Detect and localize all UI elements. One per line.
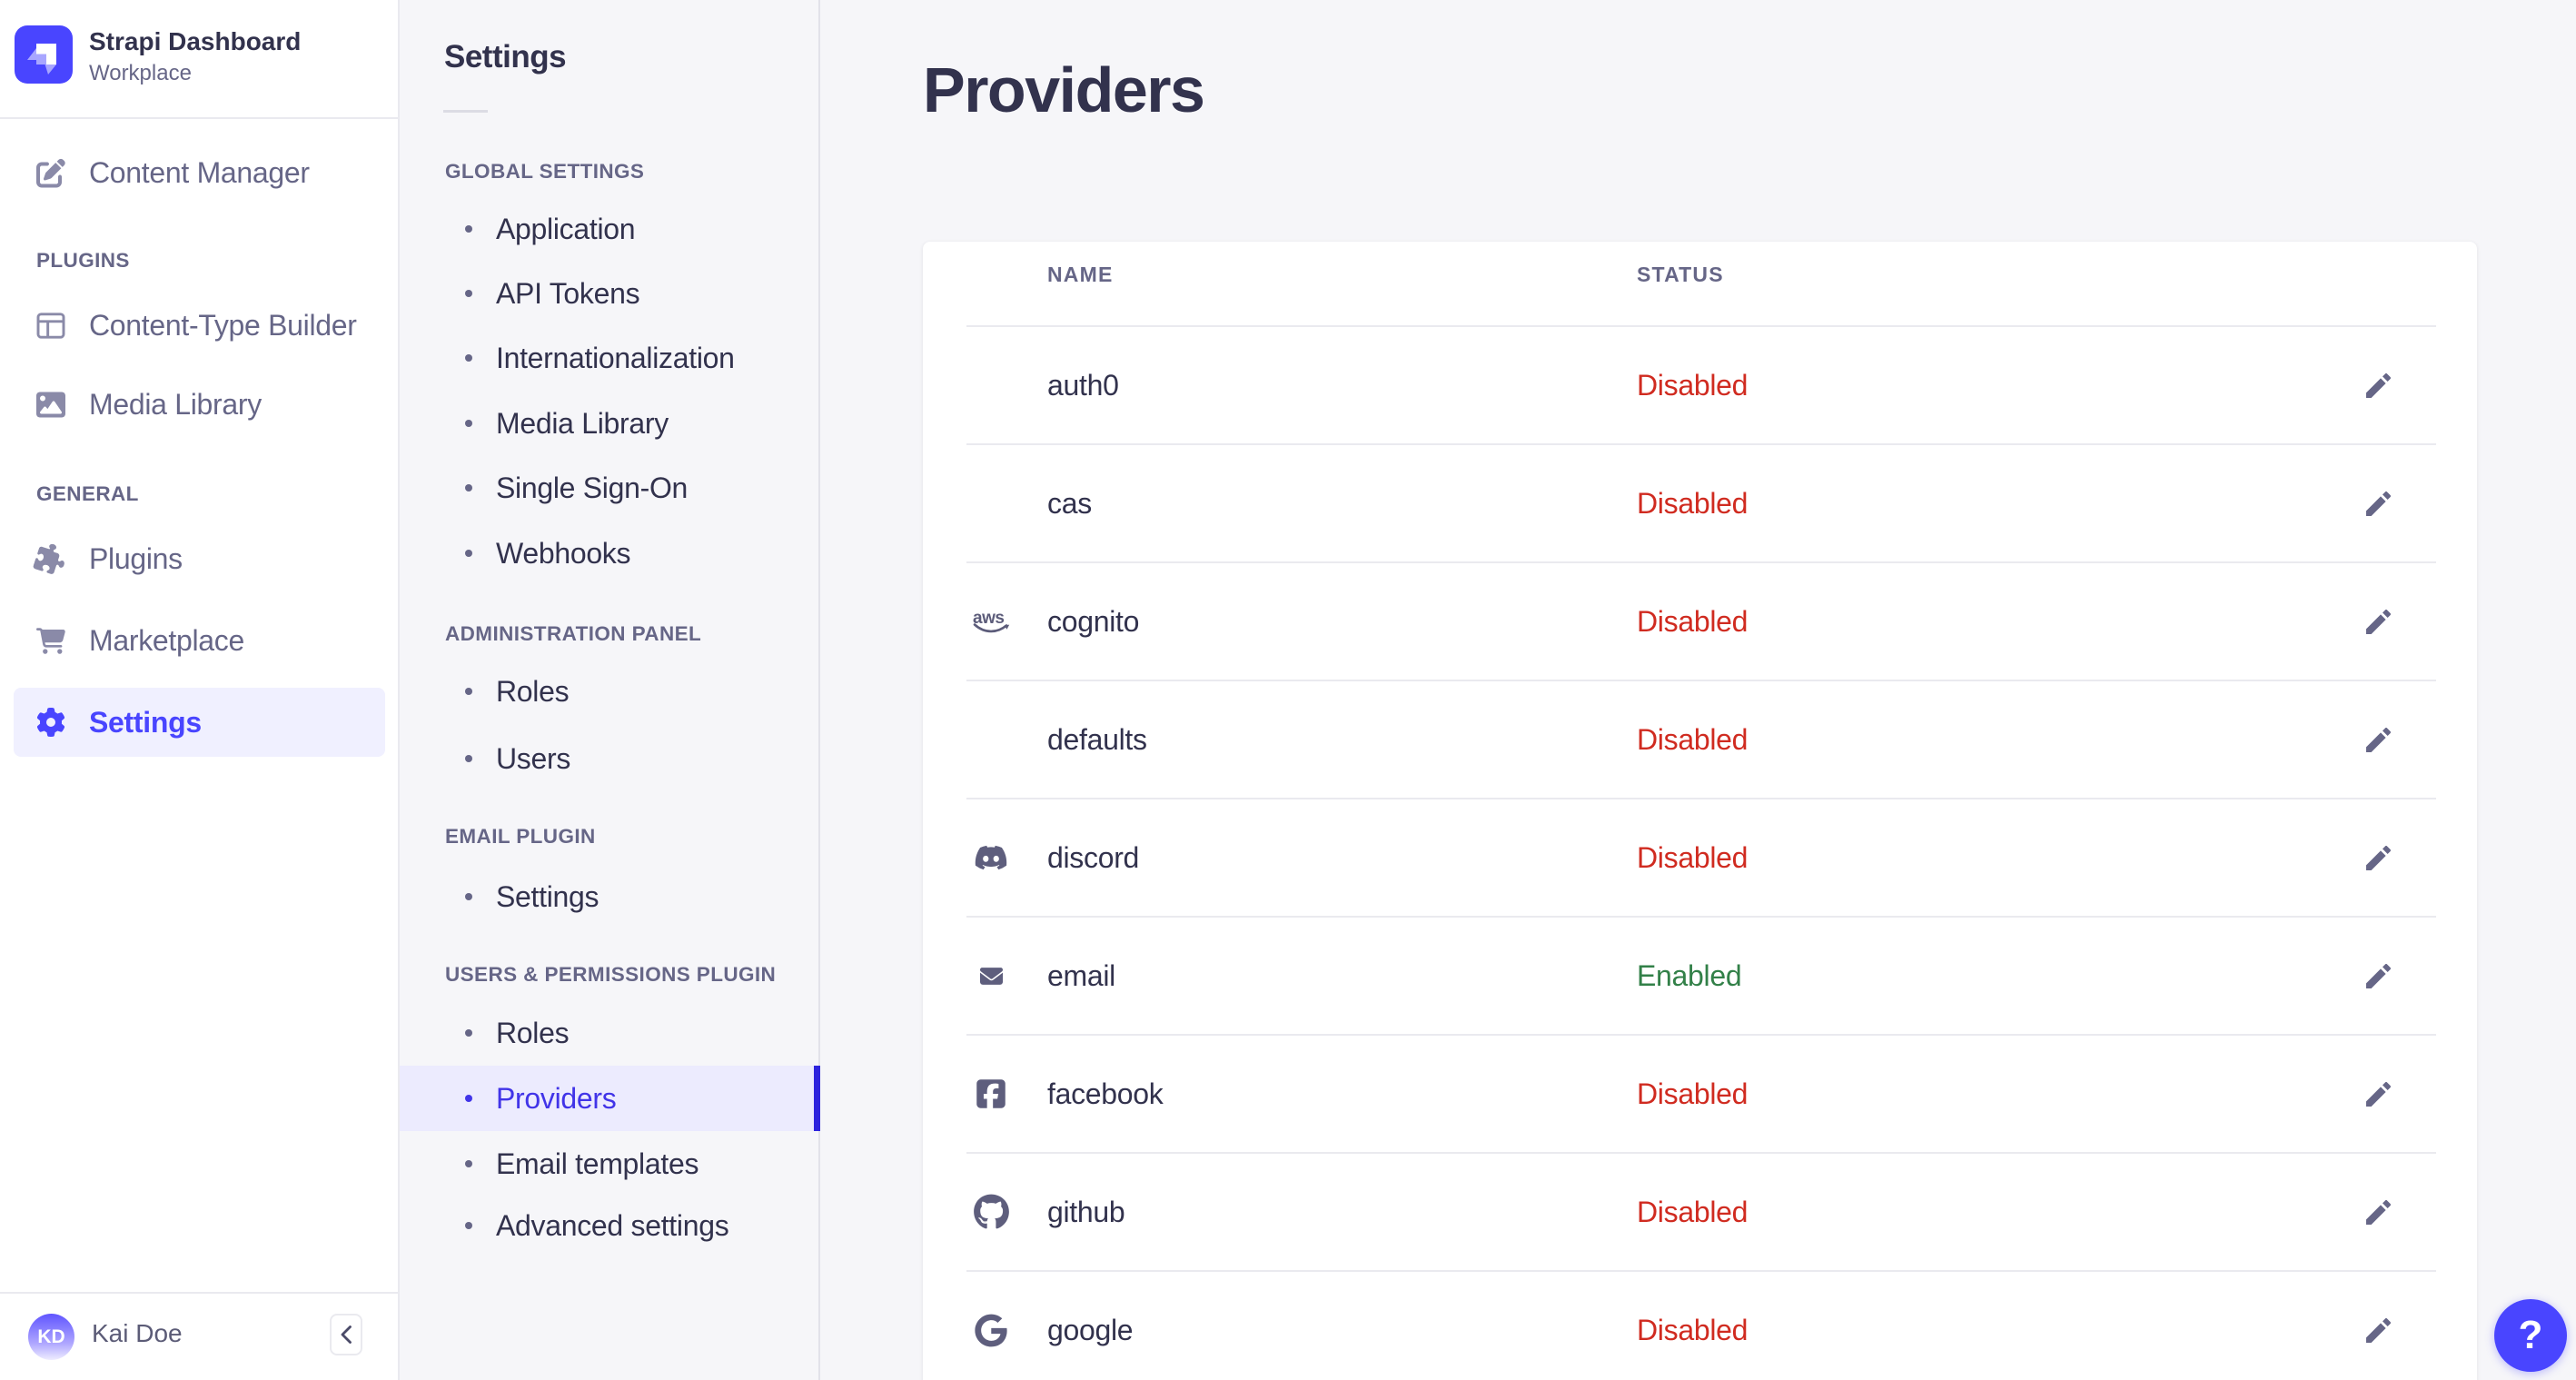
svg-text:aws: aws bbox=[973, 610, 1004, 628]
